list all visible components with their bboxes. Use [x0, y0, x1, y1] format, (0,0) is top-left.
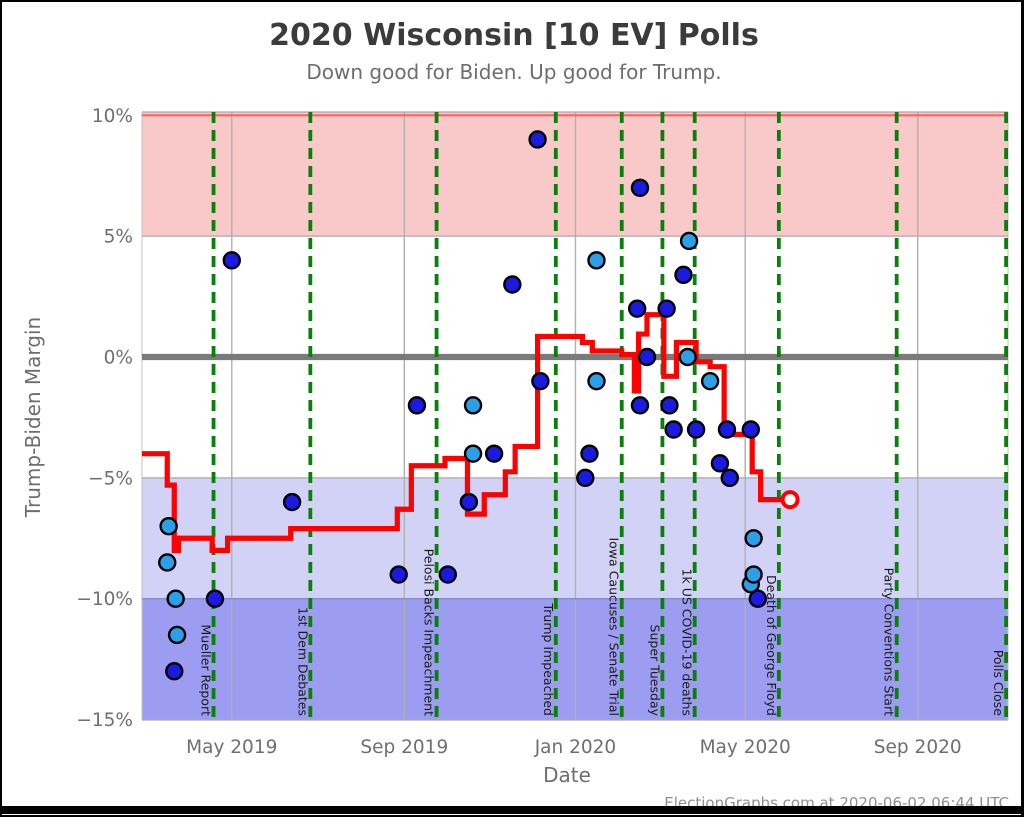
poll-dot: [657, 299, 676, 318]
poll-dot: [167, 625, 187, 645]
chart-title: 2020 Wisconsin [10 EV] Polls: [269, 18, 759, 53]
poll-dot: [166, 589, 185, 608]
y-tick-label: 10%: [92, 106, 133, 127]
poll-dot: [438, 565, 458, 584]
poll-dot: [159, 516, 178, 536]
chart-subtitle: Down good for Biden. Up good for Trump.: [306, 60, 722, 84]
trend-endpoint-marker: [780, 490, 800, 510]
poll-dot: [627, 299, 647, 318]
poll-dot: [741, 420, 760, 439]
y-tick-label: 5%: [104, 227, 133, 248]
poll-dot: [576, 468, 595, 488]
event-label: 1k US COVID-19 deaths: [680, 569, 695, 716]
poll-dot: [748, 589, 768, 608]
poll-dot: [587, 251, 606, 270]
y-tick-label: 0%: [104, 348, 133, 369]
poll-dot: [463, 444, 483, 463]
poll-dot: [580, 444, 599, 463]
poll-dot: [587, 371, 606, 391]
poll-dot: [407, 396, 427, 415]
poll-dot: [637, 347, 657, 367]
poll-dot: [205, 589, 225, 608]
x-tick-label: Jan 2020: [534, 737, 616, 758]
x-tick-label: May 2020: [700, 737, 791, 758]
bottom-black-bar: [2, 806, 1021, 814]
poll-dot: [630, 178, 650, 198]
poll-dot: [531, 371, 550, 391]
poll-dot: [717, 420, 737, 439]
event-label: Pelosi Backs Impeachment: [422, 549, 437, 716]
y-tick-label: −10%: [76, 589, 133, 610]
poll-dot: [679, 231, 699, 251]
poll-dot: [165, 662, 184, 681]
poll-dot: [389, 565, 408, 584]
poll-dot: [630, 396, 650, 415]
poll-dot: [282, 492, 302, 512]
poll-dot: [700, 371, 720, 391]
y-tick-label: −5%: [88, 468, 133, 489]
x-tick-label: Sep 2020: [874, 737, 962, 758]
poll-dot: [686, 420, 706, 439]
poll-dot: [503, 275, 522, 294]
event-label: Trump Impeached: [541, 602, 556, 716]
poll-dot: [528, 130, 547, 149]
x-tick-label: Sep 2019: [360, 737, 448, 758]
poll-dot: [158, 553, 177, 572]
poll-dot: [674, 265, 693, 285]
poll-dot: [660, 396, 679, 415]
poll-dot: [664, 420, 683, 439]
poll-dot: [459, 492, 479, 512]
poll-dot: [744, 529, 763, 548]
x-tick-label: May 2019: [186, 737, 277, 758]
event-label: Polls Close: [991, 650, 1006, 717]
event-label: Mueller Report: [199, 624, 214, 716]
poll-dot: [710, 454, 730, 473]
x-axis-label: Date: [543, 763, 591, 787]
event-label: Death of George Floyd: [764, 575, 779, 716]
poll-dot: [744, 565, 763, 584]
poll-dot: [463, 396, 483, 415]
event-label: Iowa Caucuses / Senate Trial: [607, 538, 622, 717]
event-label: Party Conventions Start: [882, 568, 897, 716]
poll-dot: [484, 444, 504, 463]
poll-dot: [720, 468, 739, 488]
event-label: Super Tuesday: [647, 625, 662, 717]
event-label: 1st Dem Debates: [295, 607, 310, 716]
poll-dot: [222, 251, 241, 270]
y-tick-label: −15%: [76, 710, 133, 731]
poll-dot: [678, 347, 697, 367]
